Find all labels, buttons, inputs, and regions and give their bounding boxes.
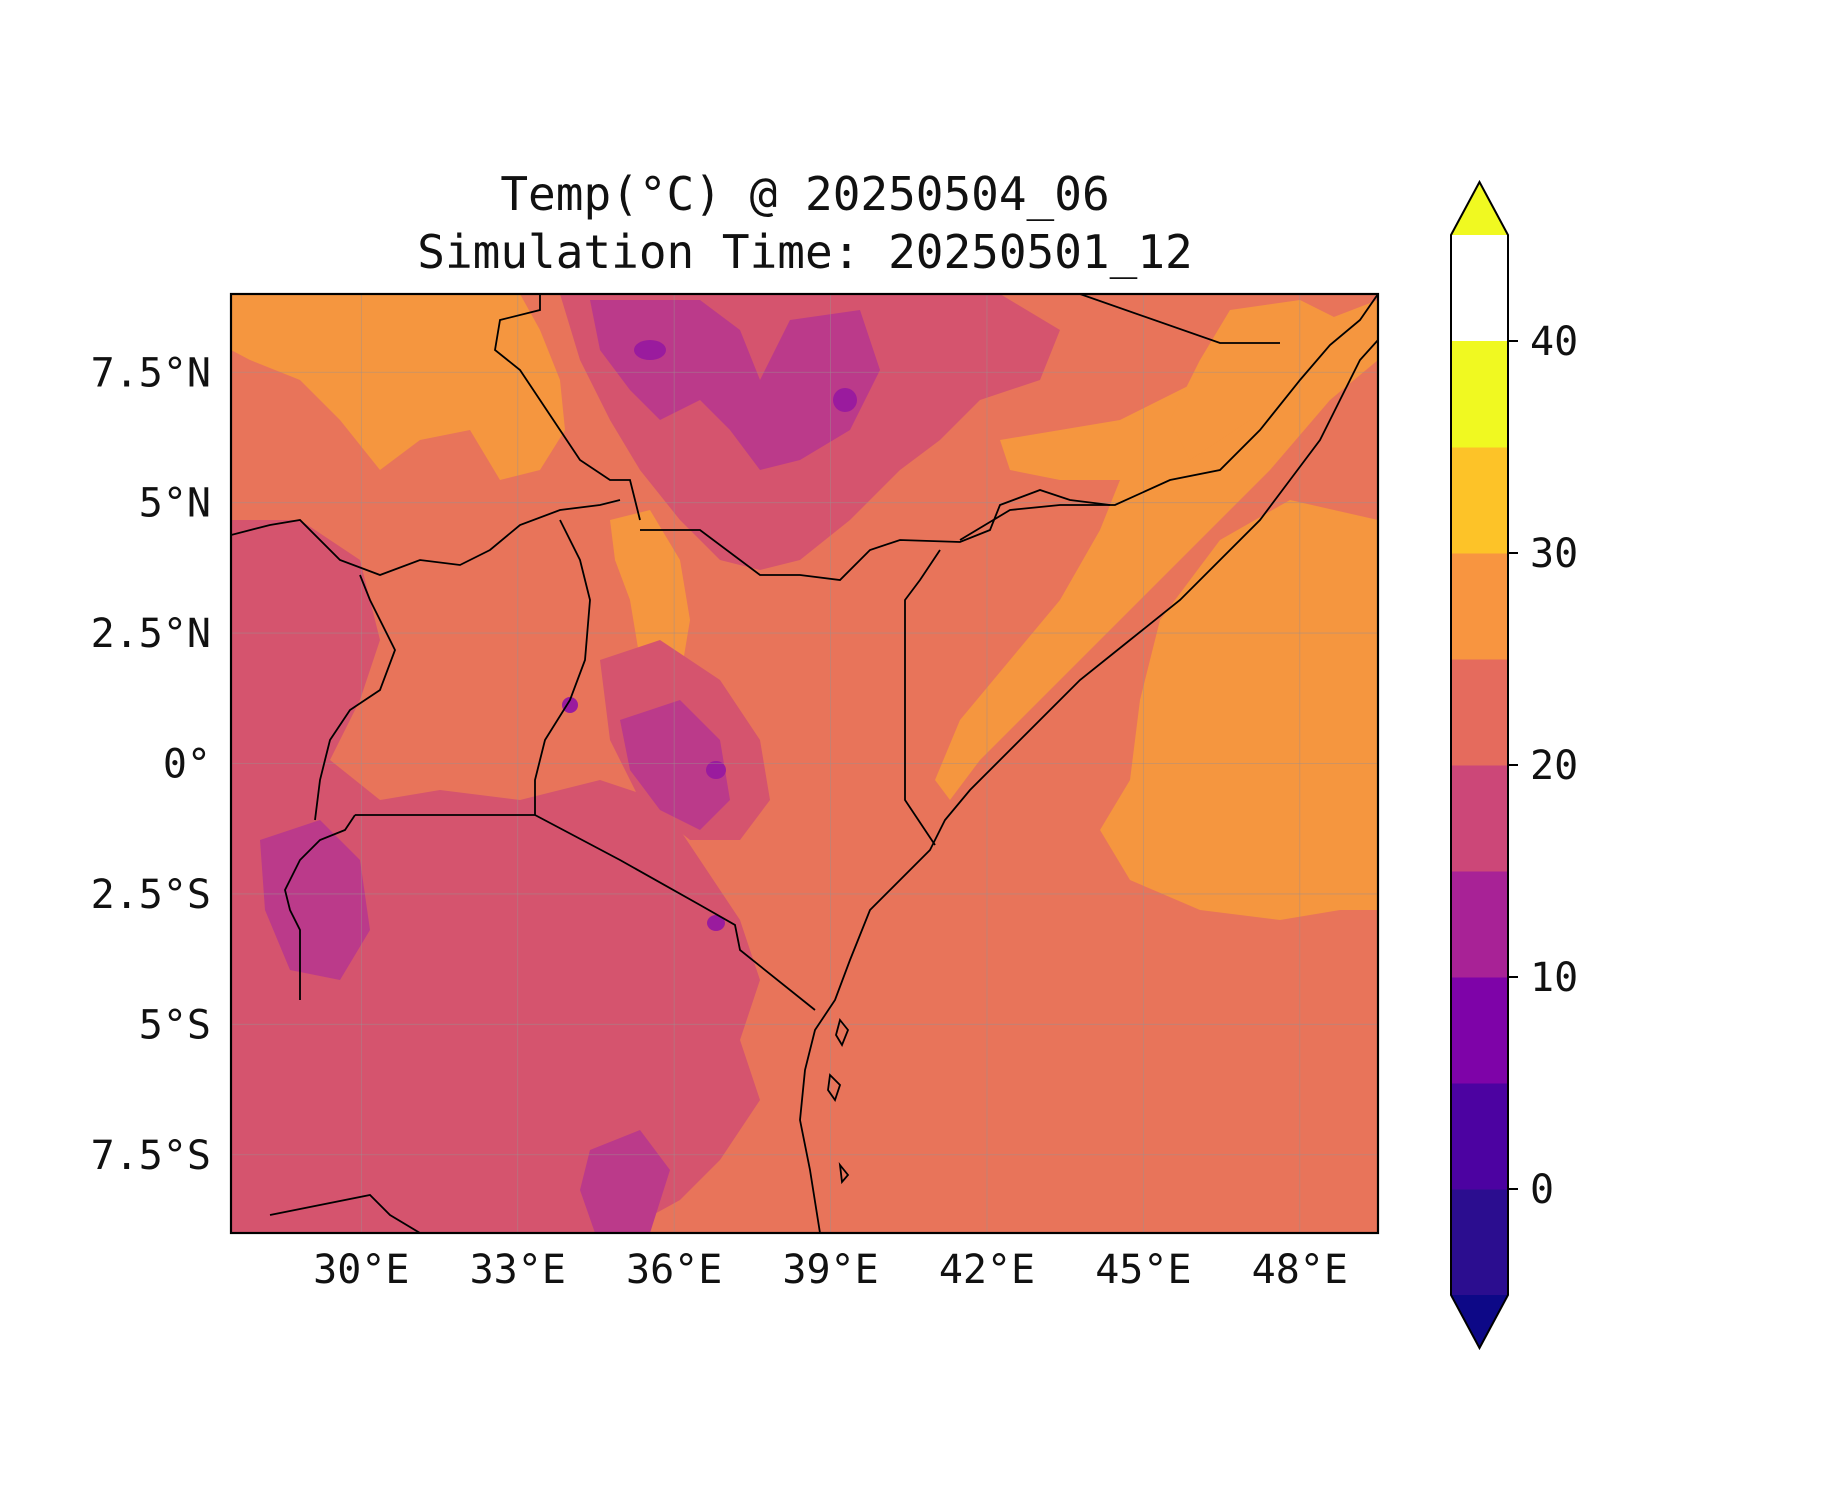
lon-tick-label: 33°E bbox=[470, 1247, 566, 1293]
lon-tick-label: 48°E bbox=[1252, 1247, 1348, 1293]
map-frame bbox=[229, 292, 1380, 1235]
border-sudan-ethiopia bbox=[494, 294, 641, 521]
border-rwanda-burundi bbox=[284, 814, 356, 1000]
coldest-pocket-kenya bbox=[706, 761, 726, 779]
lon-tick-label: 42°E bbox=[939, 1247, 1035, 1293]
border-congo-uganda bbox=[314, 574, 396, 821]
lon-tick-label: 36°E bbox=[626, 1247, 722, 1293]
latitude-tick-labels: 7.5°N 5°N 2.5°N 0° 2.5°S 5°S 7.5°S bbox=[91, 350, 211, 1179]
colorbar-tick-label: 20 bbox=[1530, 743, 1578, 789]
country-borders bbox=[231, 294, 1378, 1233]
border-southsudan-uganda bbox=[231, 499, 621, 576]
colorbar-extend-low bbox=[1451, 1295, 1508, 1348]
colorbar-segment bbox=[1451, 447, 1508, 554]
border-kenya-somalia bbox=[904, 549, 941, 846]
lon-tick-label: 30°E bbox=[313, 1247, 409, 1293]
temperature-colorbar: 0 10 20 30 40 bbox=[1450, 179, 1578, 1351]
colorbar-tick-label: 10 bbox=[1530, 955, 1578, 1001]
figure-title-line2: Simulation Time: 20250501_12 bbox=[417, 225, 1192, 279]
colder-region-kenya bbox=[620, 700, 730, 830]
colorbar-segment bbox=[1451, 1083, 1508, 1190]
border-kenya-tanzania bbox=[534, 814, 816, 1011]
coastline-east-africa bbox=[799, 339, 1378, 1233]
colorbar-tick-label: 0 bbox=[1530, 1167, 1554, 1213]
colorbar-tick-label: 40 bbox=[1530, 319, 1578, 365]
border-uganda-kenya bbox=[534, 519, 591, 815]
colorbar-segment bbox=[1451, 871, 1508, 978]
island-pemba bbox=[835, 1018, 850, 1048]
lat-tick-label: 2.5°S bbox=[91, 872, 211, 918]
colder-region-southwest bbox=[260, 820, 370, 980]
lon-tick-label: 39°E bbox=[782, 1247, 878, 1293]
coldest-pocket-ethiopia-1 bbox=[634, 340, 666, 360]
colder-region-south bbox=[580, 1130, 670, 1233]
longitude-tick-labels: 30°E 33°E 36°E 39°E 42°E 45°E 48°E bbox=[313, 1247, 1348, 1293]
island-mafia bbox=[838, 1161, 850, 1185]
island-zanzibar bbox=[827, 1073, 842, 1102]
colorbar-segment bbox=[1451, 341, 1508, 448]
colorbar-outline bbox=[1450, 179, 1509, 1351]
map-gridlines bbox=[231, 294, 1378, 1233]
lat-tick-label: 0° bbox=[163, 742, 211, 788]
colorbar-segment bbox=[1451, 1189, 1508, 1296]
colorbar-tick-label: 30 bbox=[1530, 531, 1578, 577]
hot-region-somali-strip bbox=[935, 300, 1378, 800]
border-ethiopia-somalia-north bbox=[1079, 294, 1280, 344]
lon-tick-label: 45°E bbox=[1095, 1247, 1191, 1293]
colder-region-ethiopia bbox=[590, 300, 880, 470]
lat-tick-label: 7.5°S bbox=[91, 1133, 211, 1179]
border-kenya-ethiopia bbox=[640, 489, 1111, 581]
colorbar-segment bbox=[1451, 553, 1508, 660]
coldest-pocket-kilimanjaro bbox=[707, 915, 725, 931]
hot-region-ocean bbox=[1100, 500, 1378, 920]
colorbar-segment bbox=[1451, 659, 1508, 766]
lat-tick-label: 5°S bbox=[139, 1002, 211, 1048]
hot-region-northwest bbox=[231, 294, 565, 480]
lat-tick-label: 2.5°N bbox=[91, 611, 211, 657]
border-ethiopia-somalia bbox=[959, 294, 1378, 541]
colorbar-segment bbox=[1451, 765, 1508, 872]
coldest-pocket-ethiopia-2 bbox=[833, 388, 857, 412]
lat-tick-label: 5°N bbox=[139, 481, 211, 527]
cool-region-west bbox=[231, 520, 760, 1233]
coldest-pocket-elgon bbox=[562, 697, 578, 713]
colorbar-segment bbox=[1451, 977, 1508, 1084]
lat-tick-label: 7.5°N bbox=[91, 350, 211, 396]
border-tanzania-zambia bbox=[269, 1194, 421, 1233]
colorbar-extend-high bbox=[1451, 182, 1508, 235]
figure-title-line1: Temp(°C) @ 20250504_06 bbox=[500, 167, 1109, 221]
